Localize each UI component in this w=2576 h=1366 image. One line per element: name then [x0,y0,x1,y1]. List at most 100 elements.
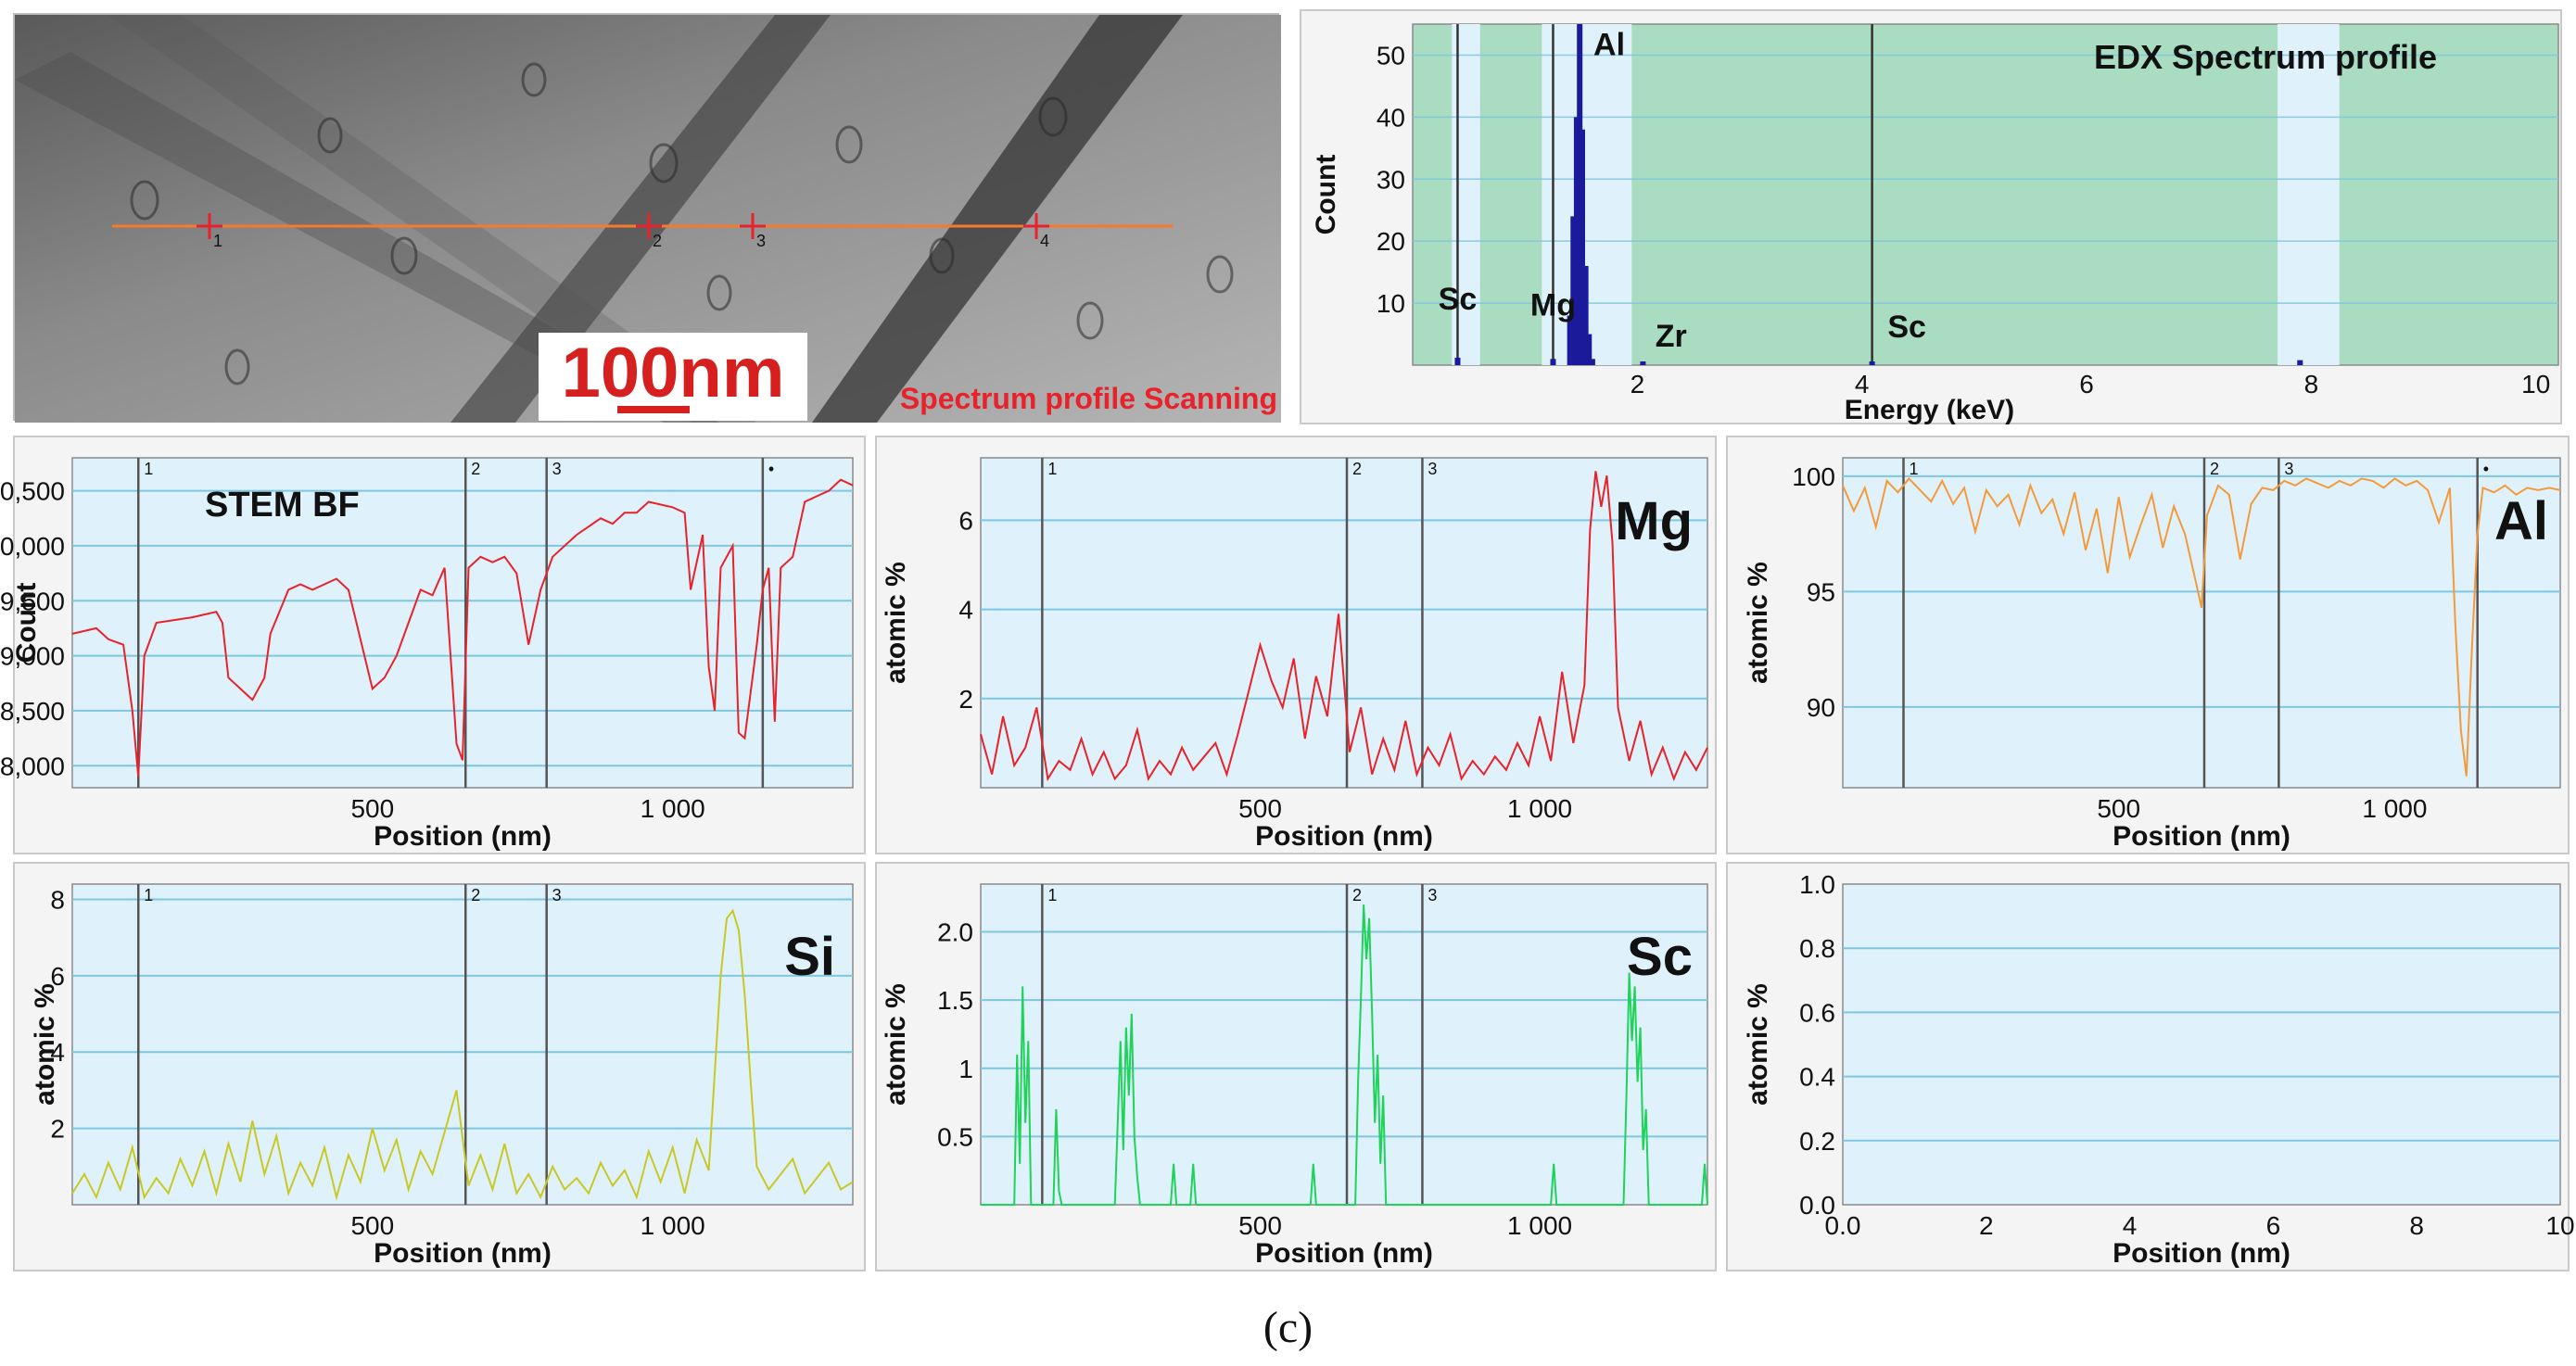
scan-marker-4: 4 [1040,232,1049,250]
edx-window-band [1547,24,1632,365]
edx-spectrum-bar [1454,357,1461,365]
edx-y-tick-label: 30 [1377,165,1405,194]
scale-bar [617,406,690,413]
mg-panel: 2 4 6 500 1 000 1 2 3 Position (nm) atomic % Mg [875,436,1717,854]
stem-series-line [71,478,854,778]
sc-series-line [981,904,1708,1206]
si-profile-chart: 2 4 6 8 500 1 000 1 2 3 Position (nm) atomic % Si [30,883,854,1269]
mg-y-tick-label: 2 [958,685,973,714]
edx-spectrum-bar [1579,129,1585,365]
sc-panel: 0.5 1 1.5 2.0 500 1 000 1 2 3 Position (nm) atomic… [875,862,1717,1271]
edx-peak-label: Sc [1439,282,1478,317]
edx-x-tick-label: 6 [2079,370,2094,398]
edx-spectrum-bar [1869,360,1875,365]
empty-x-tick-label: 4 [2123,1211,2138,1240]
si-x-tick-label: 1 000 [641,1211,705,1240]
mg-y-axis-label: atomic % [881,562,911,684]
si-element-label: Si [784,927,835,987]
empty-profile-chart: 0.0 0.2 0.4 0.6 0.8 1.0 0.0 2 4 6 8 10 Position (nm)… [1743,870,2575,1269]
stem-y-tick-label: 29,000 [0,642,65,671]
edx-spectrum-bar [1586,334,1593,365]
edx-spectrum-bar [1582,265,1589,365]
empty-x-tick-label: 2 [1979,1211,1994,1240]
stem-panel: 28,000 28,500 29,000 29,500 30,000 30,500 500 1… [0,436,866,854]
al-y-tick-label: 95 [1807,577,1835,606]
stem-x-axis-label: Position (nm) [374,821,552,852]
empty-x-tick-label: 0.0 [1825,1211,1861,1240]
si-y-tick-label: 2 [50,1115,65,1144]
empty-y-tick-label: 0.6 [1799,998,1835,1027]
sc-plot-area [980,883,1708,1206]
si-y-tick-label: 6 [50,962,65,991]
al-marker-label: • [2483,460,2489,478]
mg-x-tick-label: 500 [1238,794,1282,823]
al-panel: 90 95 100 500 1 000 1 2 3 • Position (nm) atomic %… [1726,436,2570,854]
al-element-label: Al [2494,491,2548,551]
figure-label: (c) [1263,1303,1313,1352]
mg-x-tick-label: 1 000 [1507,794,1572,823]
edx-spectrum-bar [1550,359,1556,365]
mg-marker-label: 3 [1428,460,1437,478]
sc-profile-chart: 0.5 1 1.5 2.0 500 1 000 1 2 3 Position (nm) atomic… [881,883,1708,1269]
edx-y-tick-label: 40 [1377,103,1405,132]
sc-marker-label: 3 [1428,886,1437,904]
edx-spectrum-chart: 10 20 30 40 50 2 4 6 8 10 Sc Mg Al Zr Sc EDX Spectrum p… [1311,23,2559,425]
si-x-axis-label: Position (nm) [374,1238,552,1269]
al-marker-label: 3 [2284,460,2293,478]
edx-spectrum-bar [1589,359,1595,365]
stem-profile-chart: 28,000 28,500 29,000 29,500 30,000 30,500 500 1… [0,457,854,852]
edx-y-tick-label: 20 [1377,227,1405,256]
sc-y-tick-label: 0.5 [937,1122,973,1151]
al-y-tick-label: 100 [1792,462,1835,491]
edx-y-axis-label: Count [1311,155,1341,235]
al-y-tick-label: 90 [1807,693,1835,722]
scan-marker-2: 2 [653,232,662,250]
stem-marker-label: • [768,460,774,478]
sc-x-tick-label: 1 000 [1507,1211,1572,1240]
stem-y-tick-label: 30,500 [0,477,65,506]
mg-y-tick-label: 4 [958,596,973,625]
edx-x-axis-label: Energy (keV) [1845,395,2014,425]
stem-marker-label: 2 [471,460,480,478]
empty-y-tick-label: 0.4 [1799,1063,1835,1092]
mg-y-tick-label: 6 [958,506,973,535]
si-plot-area [71,883,854,1206]
micrograph-image: 1 2 3 4 100nm Spectrum profile Scanning [15,15,1281,423]
si-y-tick-label: 8 [50,885,65,914]
sc-marker-label: 2 [1352,886,1362,904]
stem-y-tick-label: 28,000 [0,752,65,780]
al-plot-area [1842,457,2561,789]
edx-y-tick-label: 10 [1377,289,1405,318]
sc-y-axis-label: atomic % [881,983,911,1106]
al-series-line [1842,476,2561,777]
edx-peak-label: Al [1593,27,1625,62]
empty-x-tick-label: 6 [2266,1211,2281,1240]
edx-x-tick-label: 10 [2521,370,2550,398]
edx-y-tick-label: 50 [1377,41,1405,70]
edx-x-tick-label: 2 [1631,370,1645,398]
mg-marker-label: 2 [1352,460,1362,478]
si-y-tick-label: 4 [50,1038,65,1067]
stem-y-tick-label: 29,500 [0,587,65,615]
al-marker-label: 2 [2210,460,2219,478]
si-series-line [71,908,854,1201]
si-marker-label: 1 [144,886,153,904]
empty-y-tick-label: 1.0 [1799,870,1835,899]
micrograph-panel: 1 2 3 4 100nm Spectrum profile Scanning [13,13,1281,423]
al-marker-label: 1 [1909,460,1918,478]
stem-y-axis-label: Count [11,583,42,664]
mg-element-label: Mg [1615,491,1693,551]
edx-peak-label: Sc [1887,310,1926,345]
empty-plot-area [1842,883,2561,1206]
empty-y-tick-label: 0.2 [1799,1127,1835,1156]
al-x-tick-label: 1 000 [2362,794,2427,823]
stem-marker-label: 3 [552,460,562,478]
mg-marker-label: 1 [1047,460,1057,478]
sc-y-tick-label: 1.5 [937,986,973,1015]
empty-y-tick-label: 0.0 [1799,1191,1835,1220]
empty-x-tick-label: 10 [2545,1211,2574,1240]
edx-spectrum-bar [2297,360,2303,365]
empty-y-tick-label: 0.8 [1799,934,1835,963]
edx-x-tick-label: 4 [1855,370,1870,398]
empty-y-axis-label: atomic % [1743,983,1773,1106]
